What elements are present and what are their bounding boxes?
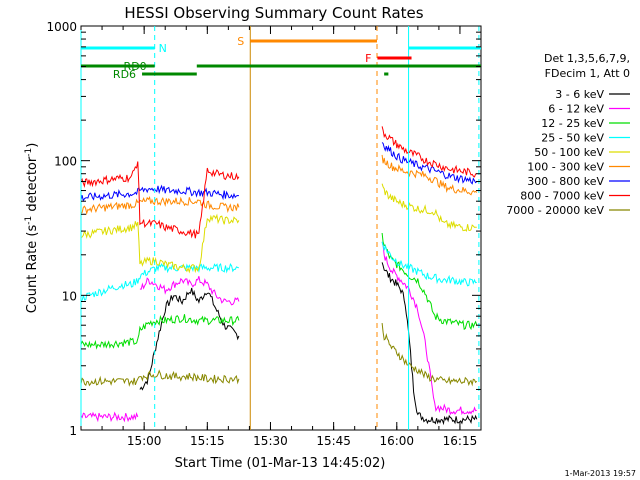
axis-layer: 15:00 15:15 15:30 15:45 16:00 16:15 1 10 100 1000	[46, 20, 482, 448]
x-tick-label: 16:15	[443, 434, 478, 448]
y-tick-label: 1000	[46, 20, 77, 34]
series-line-4-seg-1	[381, 183, 477, 232]
legend-label: 7000 - 20000 keV	[506, 204, 604, 217]
series-line-3-seg-0	[80, 262, 240, 302]
series-line-0-seg-0	[139, 287, 240, 391]
legend-label: 100 - 300 keV	[527, 161, 604, 174]
legend-label: 50 - 100 keV	[534, 146, 604, 159]
series-line-6-seg-0	[80, 184, 239, 202]
y-axis-label-sup2: -1	[24, 148, 34, 157]
y-axis-label-main: Count Rate (s	[25, 225, 40, 314]
x-tick-label: 15:30	[253, 434, 288, 448]
marker-layer	[80, 26, 480, 430]
chart-title: HESSI Observing Summary Count Rates	[124, 4, 423, 22]
series-line-2-seg-0	[80, 314, 240, 350]
series-line-1-seg-1	[139, 276, 240, 306]
y-axis-label: Count Rate (s-1 detector-1)	[24, 143, 40, 314]
series-line-0-seg-1	[381, 262, 478, 426]
series-line-7-seg-0	[80, 161, 240, 239]
series-line-5-seg-1	[381, 154, 478, 196]
x-tick-label: 15:15	[190, 434, 225, 448]
flag-label-s: S	[237, 35, 244, 48]
x-tick-label: 15:45	[316, 434, 351, 448]
flag-label-n: N	[159, 42, 167, 55]
series-line-5-seg-0	[80, 196, 240, 216]
plot-area	[80, 25, 482, 431]
legend-label: 300 - 800 keV	[527, 175, 604, 188]
legend-label: 25 - 50 keV	[541, 132, 604, 145]
y-tick-label: 100	[54, 155, 77, 169]
legend-title-2: FDecim 1, Att 0	[545, 67, 630, 80]
flag-label-f: F	[365, 52, 371, 65]
series-line-4-seg-0	[80, 213, 240, 274]
flag-label-rd0: RD0	[124, 60, 147, 73]
series-line-6-seg-1	[381, 142, 478, 185]
timestamp: 1-Mar-2013 19:57	[565, 469, 636, 478]
series-line-3-seg-1	[381, 241, 477, 287]
flag-label-rd6: RD6	[113, 68, 136, 81]
legend-label: 800 - 7000 keV	[520, 190, 604, 203]
y-axis-label-mid: detector	[25, 156, 40, 216]
y-tick-label: 1	[69, 424, 77, 438]
series-line-1-seg-2	[381, 241, 477, 416]
series-line-8-seg-0	[80, 369, 240, 387]
legend-label: 12 - 25 keV	[541, 117, 604, 130]
x-axis-label: Start Time (01-Mar-13 14:45:02)	[175, 456, 386, 471]
y-axis-label-end: )	[25, 143, 40, 148]
x-tick-label: 16:00	[379, 434, 414, 448]
y-axis-label-sup: -1	[24, 216, 34, 225]
legend-title-1: Det 1,3,5,6,7,9,	[544, 52, 630, 65]
legend-label: 6 - 12 keV	[548, 103, 604, 116]
plot-frame	[80, 25, 482, 431]
y-tick-label: 10	[62, 289, 77, 303]
x-tick-label: 15:00	[127, 434, 162, 448]
series-line-2-seg-1	[381, 232, 478, 331]
series-line-7-seg-1	[381, 126, 477, 178]
series-line-8-seg-1	[381, 323, 478, 387]
series-layer	[80, 126, 478, 426]
legend-label: 3 - 6 keV	[555, 88, 604, 101]
series-line-1-seg-0	[80, 411, 139, 423]
